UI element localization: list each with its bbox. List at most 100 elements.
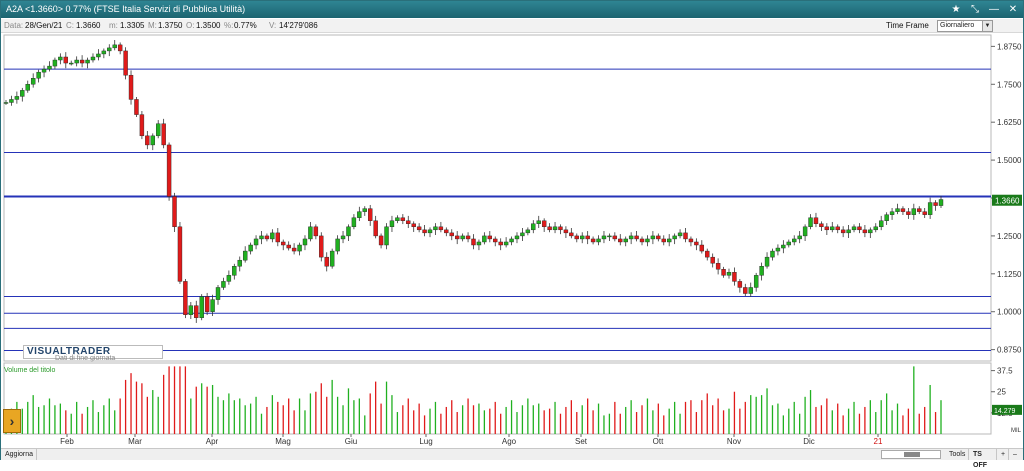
data-source-note: Dati di fine giornata [55, 355, 116, 362]
pin-icon[interactable]: ⤡ [971, 4, 979, 15]
candle-body [427, 229, 433, 234]
candle-body [79, 59, 85, 64]
candle-body [85, 59, 90, 64]
close-value: 1.3660 [76, 21, 101, 30]
candle-body [319, 235, 324, 258]
candle-body [210, 299, 215, 312]
candle-body [552, 226, 558, 231]
candle-body [743, 287, 748, 294]
candle-body [107, 47, 112, 52]
candle-body [797, 235, 802, 240]
open-label: O: [186, 21, 195, 30]
star-icon[interactable]: ★ [951, 4, 961, 15]
candle-body [275, 232, 281, 243]
candle-body [297, 244, 302, 252]
candle-body [650, 235, 656, 240]
timeframe-select[interactable]: Giornaliero ▼ [937, 20, 993, 32]
candle-body [628, 235, 634, 240]
volume-last-label: 14.279 [994, 408, 1016, 415]
candle-body [183, 281, 188, 315]
minimize-icon[interactable]: — [989, 4, 999, 15]
candle-body [889, 211, 895, 215]
tools-button[interactable]: Tools [945, 449, 969, 460]
candle-body [438, 226, 444, 231]
candle-body [558, 226, 563, 231]
candle-body [20, 90, 25, 97]
price-tick-label: 1.8750 [997, 42, 1022, 51]
candle-body [694, 241, 699, 246]
close-icon[interactable]: ✕ [1008, 4, 1018, 15]
candle-body [465, 235, 471, 240]
candle-body [433, 226, 438, 231]
candle-body [705, 250, 710, 258]
candle-body [30, 78, 36, 85]
price-tick-label: 1.7500 [997, 80, 1022, 89]
chevron-down-icon: ▼ [982, 21, 992, 31]
candle-body [699, 244, 705, 252]
candle-body [400, 217, 406, 221]
max-label: M: [148, 21, 157, 30]
candle-body [786, 241, 791, 246]
candle-body [58, 56, 63, 61]
candle-body [509, 238, 514, 243]
candle-body [471, 238, 476, 246]
candle-body [531, 223, 536, 231]
x-axis-label: Nov [727, 437, 741, 446]
ts-off-button[interactable]: TS OFF [969, 449, 997, 469]
candle-body [357, 211, 362, 218]
x-axis-label: Dic [803, 437, 815, 446]
scroll-thumb[interactable] [904, 452, 920, 457]
max-value: 1.3750 [158, 21, 183, 30]
candle-body [139, 114, 145, 137]
candle-body [672, 235, 677, 240]
candle-body [226, 275, 232, 282]
candle-body [759, 266, 764, 276]
candle-body [618, 238, 623, 243]
candle-body [547, 226, 552, 231]
refresh-button[interactable]: Aggiorna [1, 449, 37, 460]
candle-body [204, 296, 210, 312]
chevron-right-icon[interactable]: › [3, 409, 21, 433]
x-axis-label: 21 [874, 437, 883, 446]
candle-body [47, 65, 52, 70]
horizontal-scrollbar[interactable] [881, 450, 941, 459]
candle-body [221, 281, 226, 288]
candle-body [150, 135, 155, 146]
candle-body [112, 44, 117, 49]
candle-body [726, 272, 732, 276]
candle-body [536, 220, 541, 224]
x-axis-label: Giu [345, 437, 357, 446]
x-axis-label: Mag [275, 437, 291, 446]
candle-body [563, 229, 569, 234]
price-tick-label: 1.1250 [997, 270, 1022, 279]
candle-body [623, 238, 628, 243]
candle-body [781, 244, 786, 249]
last-price-box [992, 194, 1022, 206]
x-axis-label: Mar [128, 437, 142, 446]
candle-body [351, 217, 357, 228]
candle-body [36, 71, 41, 79]
candle-body [645, 238, 650, 243]
price-tick-label: 1.0000 [997, 308, 1022, 317]
candle-body [857, 226, 862, 231]
price-chart[interactable]: 1.8750 1.7500 1.6250 1.5000 1.3750 1.2500 1.12… [1, 1, 1023, 447]
zoom-in-button[interactable]: + [997, 449, 1009, 460]
candle-body [503, 241, 509, 246]
candle-body [612, 235, 618, 240]
candle-body [906, 211, 911, 215]
candle-body [123, 50, 128, 76]
timeframe-label: Time Frame [886, 21, 929, 30]
zoom-out-button[interactable]: – [1013, 451, 1017, 458]
candle-body [335, 238, 340, 252]
candle-body [596, 238, 601, 243]
candle-body [52, 59, 58, 67]
candle-body [808, 217, 813, 228]
candle-body [411, 223, 416, 228]
candle-body [117, 44, 123, 52]
candle-body [291, 247, 297, 252]
candle-body [389, 220, 395, 228]
candle-body [166, 144, 172, 197]
candle-body [911, 208, 917, 215]
candle-body [873, 226, 878, 231]
x-axis-label: Apr [206, 437, 219, 446]
